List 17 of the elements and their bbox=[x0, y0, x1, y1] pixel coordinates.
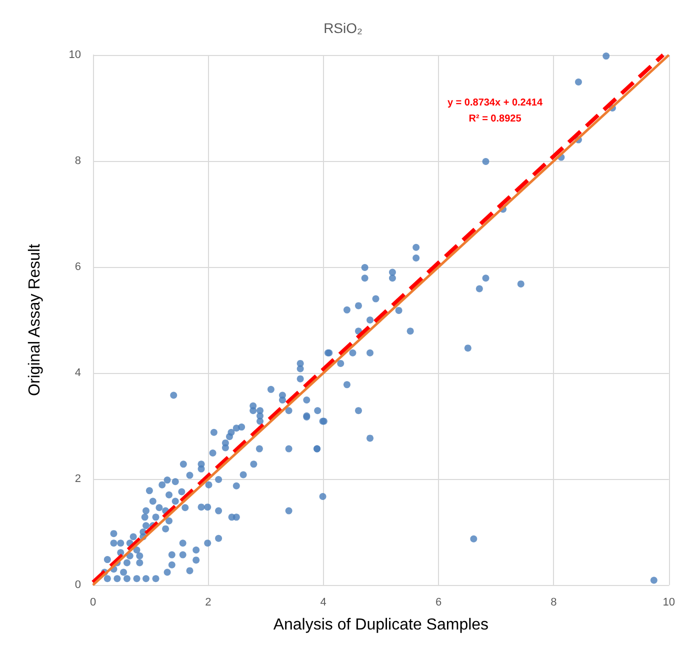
x-tick-label: 2 bbox=[205, 596, 212, 608]
y-tick-label: 0 bbox=[74, 579, 81, 591]
chart-title: RSiO₂ bbox=[324, 20, 362, 36]
x-tick-label: 10 bbox=[662, 596, 676, 608]
annotation: R² = 0.8925 bbox=[468, 114, 522, 124]
y-tick-label: 4 bbox=[74, 367, 81, 379]
y-tick-label: 10 bbox=[68, 49, 81, 61]
x-tick-label: 4 bbox=[320, 596, 326, 608]
y-tick-label: 8 bbox=[74, 155, 81, 167]
x-axis-title: Analysis of Duplicate Samples bbox=[273, 616, 489, 634]
x-tick-label: 6 bbox=[435, 596, 442, 608]
y-tick-label: 6 bbox=[74, 261, 81, 273]
x-tick-label: 8 bbox=[550, 596, 557, 608]
y-axis-title: Original Assay Result bbox=[26, 243, 44, 396]
annotation: y = 0.8734x + 0.2414 bbox=[447, 98, 543, 108]
y-tick-label: 2 bbox=[74, 473, 81, 485]
x-tick-label: 0 bbox=[90, 596, 96, 608]
